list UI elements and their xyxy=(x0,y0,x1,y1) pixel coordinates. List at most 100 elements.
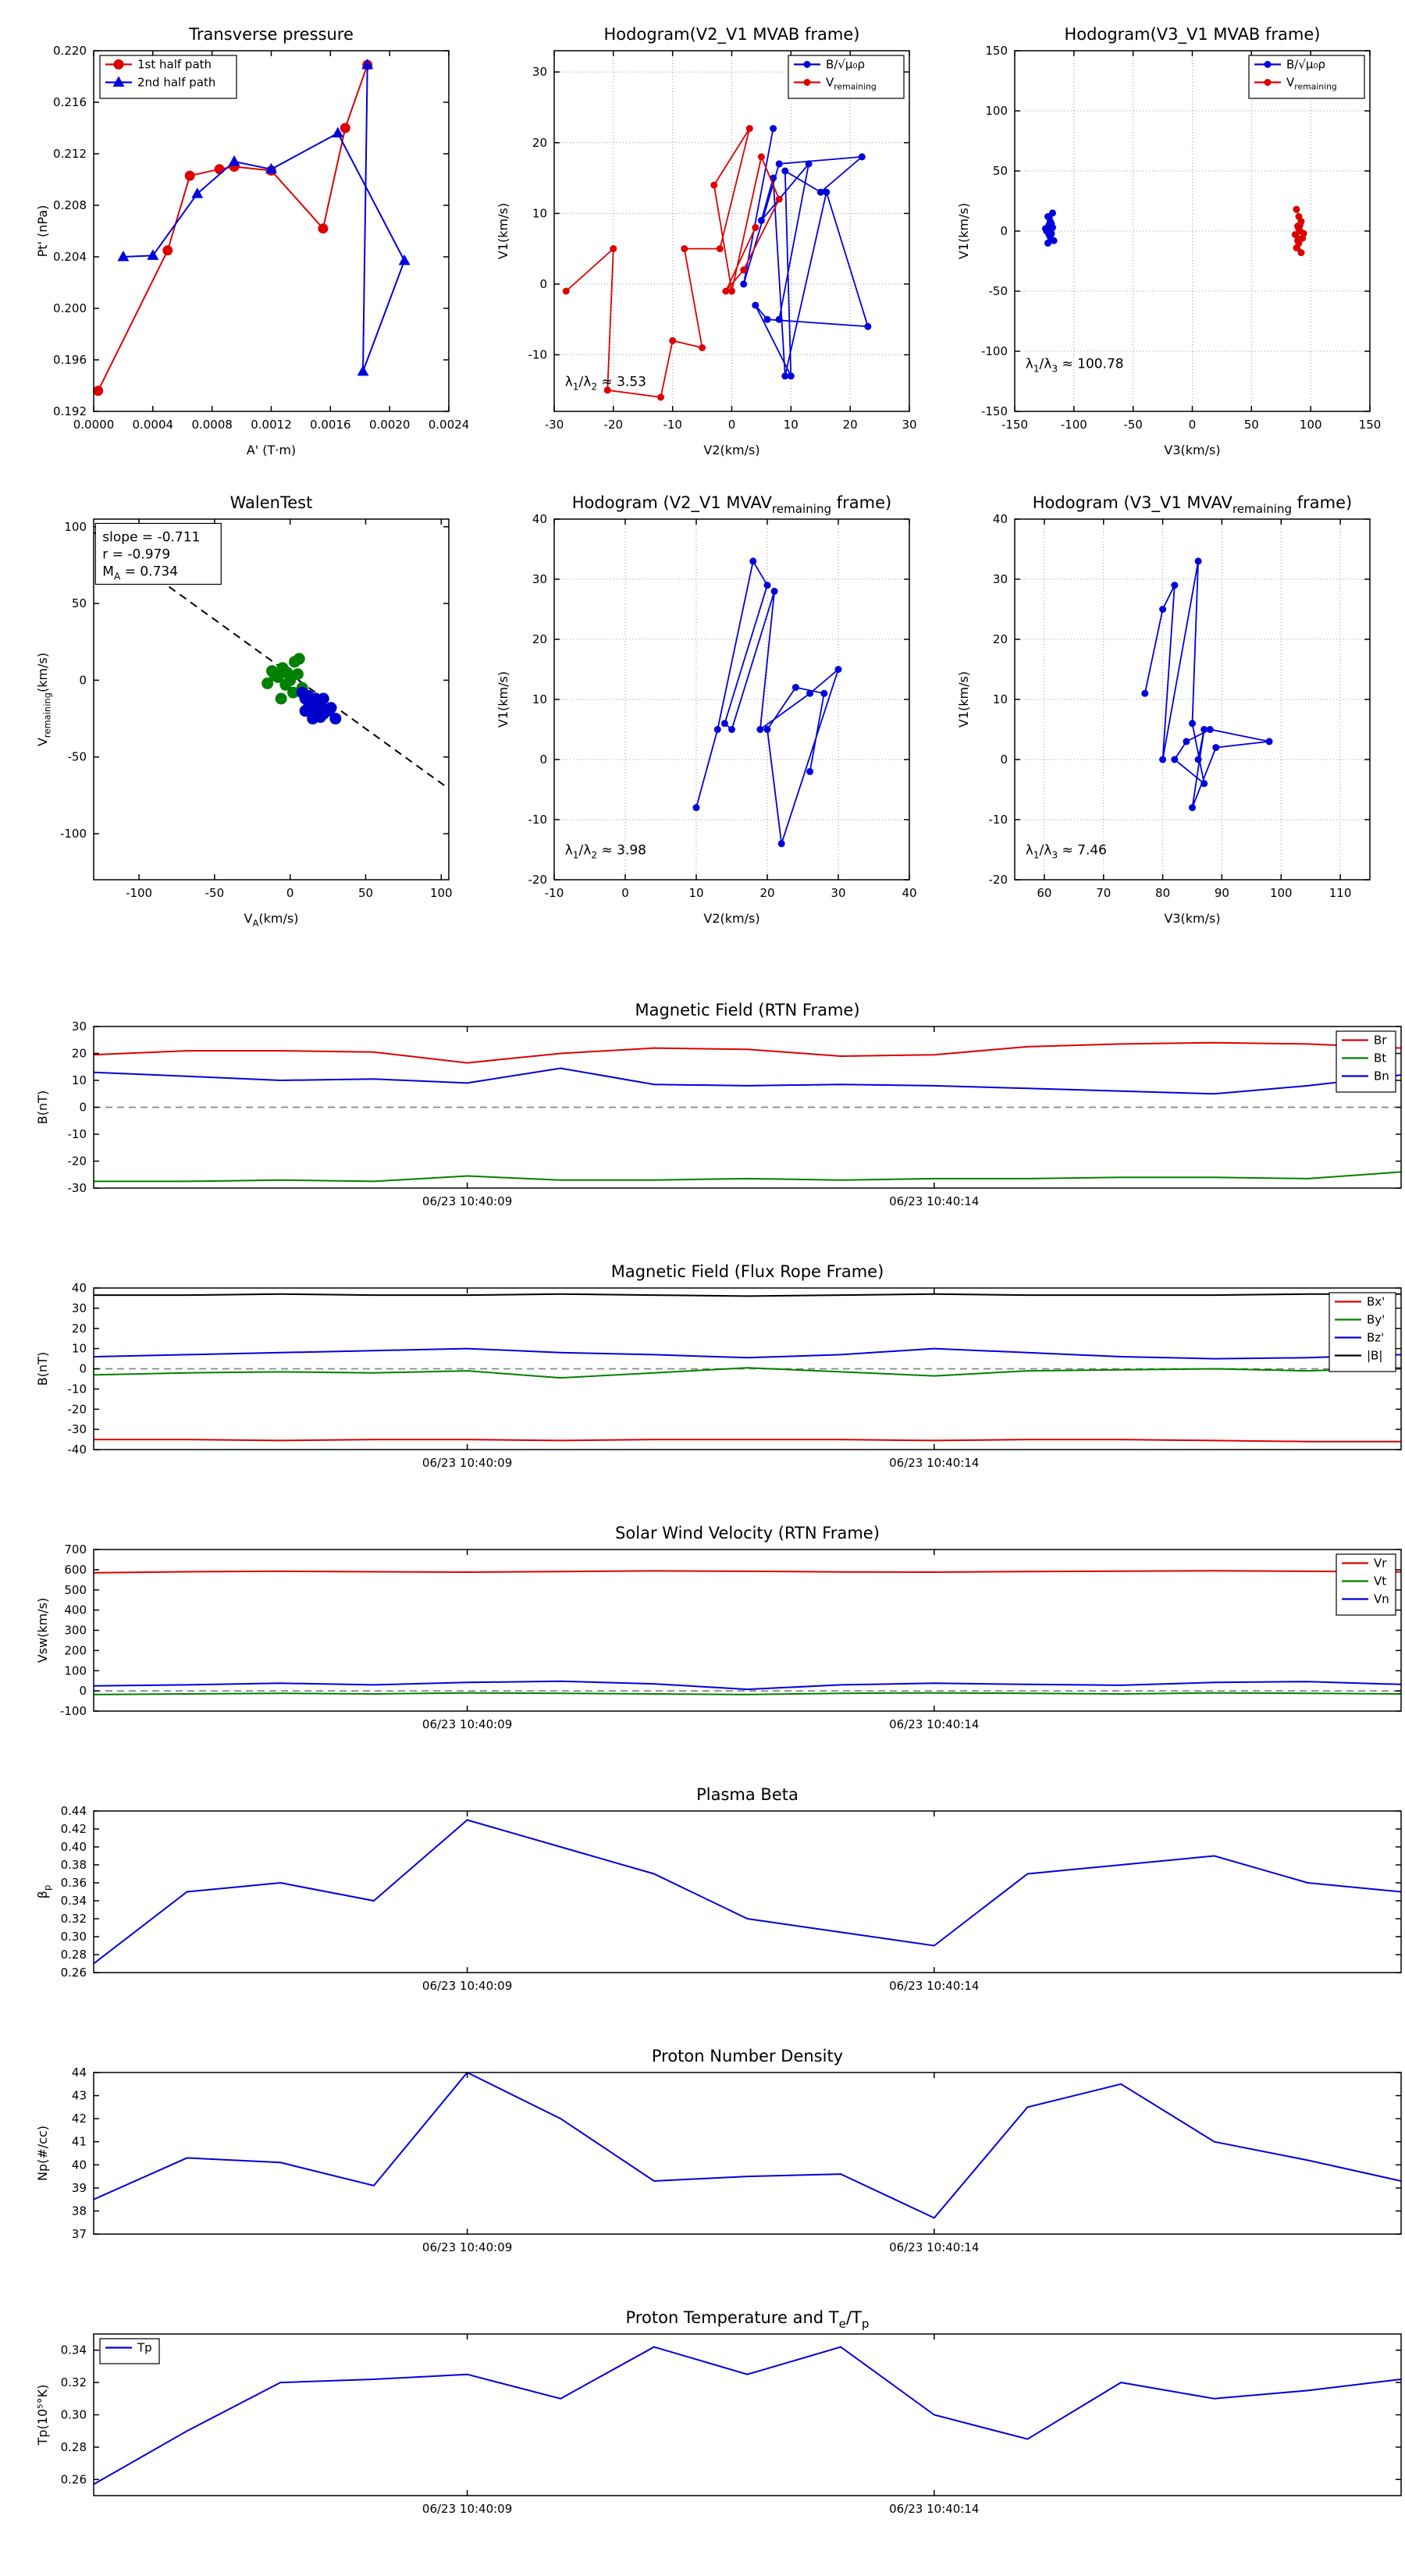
y-tick-label: 40 xyxy=(72,2158,87,2172)
x-tick-label: -50 xyxy=(1123,418,1143,432)
x-tick-label: -10 xyxy=(663,418,682,432)
y-tick-label: 400 xyxy=(64,1603,87,1617)
x-tick-label: 06/23 10:40:14 xyxy=(889,1717,979,1731)
x-tick-label: 0 xyxy=(1189,418,1197,432)
chart-hodogram-v3-v1-mvav: 60 70 80 90 100 110 -20 -10 0 10 20 30 40 Hodogram (V… xyxy=(937,480,1389,941)
chart-title: Transverse pressure xyxy=(188,25,354,44)
series-2nd-half-path xyxy=(117,59,411,376)
y-tick-label: 0.32 xyxy=(61,1912,87,1926)
x-tick-label: 80 xyxy=(1155,886,1170,900)
y-axis-label: B(nT) xyxy=(35,1352,50,1386)
y-tick-label: 0.192 xyxy=(53,404,87,418)
y-tick-label: 100 xyxy=(64,1663,87,1678)
svg-text:Vt: Vt xyxy=(1374,1574,1386,1589)
series-V-remaining xyxy=(1291,205,1307,257)
x-axis-label: V2(km/s) xyxy=(703,911,759,926)
x-tick-label: 70 xyxy=(1096,886,1111,900)
y-tick-label: -50 xyxy=(989,284,1008,298)
svg-text:Bx': Bx' xyxy=(1367,1295,1385,1309)
series-Bt xyxy=(94,1171,1402,1183)
series-B xyxy=(94,1293,1401,1297)
y-tick-label: 30 xyxy=(993,572,1008,586)
y-tick-label: 0.200 xyxy=(53,301,87,315)
y-tick-label: 0.42 xyxy=(61,1822,87,1836)
series-s0 xyxy=(692,557,842,848)
x-tick-label: -100 xyxy=(126,886,152,900)
chart-title: Hodogram (V2_V1 MVAVremaining​ frame) xyxy=(572,493,892,516)
x-tick-label: 90 xyxy=(1215,886,1229,900)
x-tick-label: 10 xyxy=(688,886,703,900)
y-tick-label: 30 xyxy=(72,1301,87,1315)
y-tick-label: -10 xyxy=(68,1382,87,1396)
axes-frame xyxy=(93,518,450,881)
y-axis-label: B(nT) xyxy=(35,1091,50,1124)
x-tick-label: 0 xyxy=(286,886,294,900)
y-tick-label: 0 xyxy=(79,1101,87,1115)
y-axis-label: V1(km/s) xyxy=(496,671,510,728)
y-tick-label: 20 xyxy=(72,1047,87,1061)
x-tick-label: 06/23 10:40:14 xyxy=(889,2502,979,2516)
chart-title: Solar Wind Velocity (RTN Frame) xyxy=(615,1524,880,1542)
y-tick-label: 37 xyxy=(72,2227,87,2241)
x-tick-label: 0 xyxy=(728,418,736,432)
chart-title: Hodogram(V2_V1 MVAB frame) xyxy=(604,25,860,44)
series-Bz xyxy=(93,1347,1402,1360)
series-Tp xyxy=(93,2346,1402,2485)
series-Bn xyxy=(93,1067,1402,1095)
chart-title: Proton Temperature and Te​/Tp​ xyxy=(626,2308,870,2331)
svg-text:By': By' xyxy=(1367,1313,1385,1327)
y-tick-label: 44 xyxy=(72,2065,87,2080)
x-tick-label: 06/23 10:40:14 xyxy=(889,1456,979,1470)
x-tick-label: -30 xyxy=(545,418,564,432)
legend: 1st half path 2nd half path xyxy=(99,55,237,99)
series-s0 xyxy=(93,2071,1402,2219)
y-tick-label: 30 xyxy=(72,1019,87,1034)
svg-text:Vremaining​: Vremaining​ xyxy=(826,76,877,92)
y-tick-label: -40 xyxy=(68,1443,87,1457)
series-Vr xyxy=(93,1570,1402,1574)
y-tick-label: 20 xyxy=(532,632,547,646)
legend: B/√μ₀ρ Vremaining​ xyxy=(1248,55,1365,99)
axes-frame xyxy=(93,2072,1402,2235)
svg-text:Br: Br xyxy=(1374,1034,1387,1048)
x-tick-label: 0.0012 xyxy=(251,418,292,432)
x-tick-label: 06/23 10:40:09 xyxy=(422,1979,512,1993)
x-axis-label: A' (T·m) xyxy=(247,443,296,457)
x-tick-label: 0.0016 xyxy=(310,418,351,432)
y-tick-label: 0.32 xyxy=(61,2375,87,2389)
y-tick-label: 20 xyxy=(993,632,1008,646)
svg-text:B/√μ₀ρ: B/√μ₀ρ xyxy=(826,58,865,72)
y-tick-label: -10 xyxy=(68,1127,87,1141)
x-tick-label: -150 xyxy=(1001,418,1028,432)
y-tick-label: -20 xyxy=(989,873,1008,887)
chart-title: Proton Number Density xyxy=(652,2047,843,2065)
y-tick-label: 600 xyxy=(64,1563,87,1577)
y-axis-label: Vremaining​(km/s) xyxy=(35,653,53,746)
axes-frame xyxy=(93,1549,1402,1712)
x-tick-label: -100 xyxy=(1061,418,1087,432)
x-axis-label: V2(km/s) xyxy=(703,443,759,457)
svg-text:Vremaining​: Vremaining​ xyxy=(1286,76,1337,92)
y-tick-label: 0.40 xyxy=(61,1840,87,1854)
x-tick-label: 50 xyxy=(358,886,373,900)
x-tick-label: 0 xyxy=(621,886,629,900)
legend: Br Bt Bn xyxy=(1336,1030,1396,1093)
series-1st-half-path xyxy=(93,59,373,397)
x-tick-label: -50 xyxy=(205,886,225,900)
x-tick-label: 100 xyxy=(1300,418,1322,432)
series-s0 xyxy=(1141,557,1273,812)
series-s2 xyxy=(296,686,342,725)
x-tick-label: 0.0008 xyxy=(191,418,233,432)
y-tick-label: -20 xyxy=(528,873,548,887)
chart-title: Hodogram (V3_V1 MVAVremaining​ frame) xyxy=(1033,493,1353,516)
y-tick-label: 500 xyxy=(64,1583,87,1597)
y-tick-label: -10 xyxy=(989,813,1008,827)
y-tick-label: 0.30 xyxy=(61,1930,87,1944)
axes-frame xyxy=(93,50,450,412)
y-tick-label: 0.26 xyxy=(61,1966,87,1980)
y-axis-label: V1(km/s) xyxy=(956,671,971,728)
x-tick-label: 60 xyxy=(1037,886,1051,900)
x-tick-label: 06/23 10:40:09 xyxy=(422,2502,512,2516)
x-tick-label: -10 xyxy=(545,886,564,900)
